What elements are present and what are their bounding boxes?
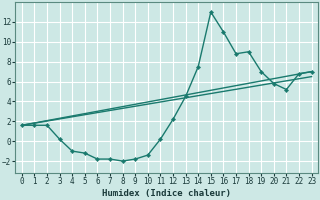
X-axis label: Humidex (Indice chaleur): Humidex (Indice chaleur)	[102, 189, 231, 198]
